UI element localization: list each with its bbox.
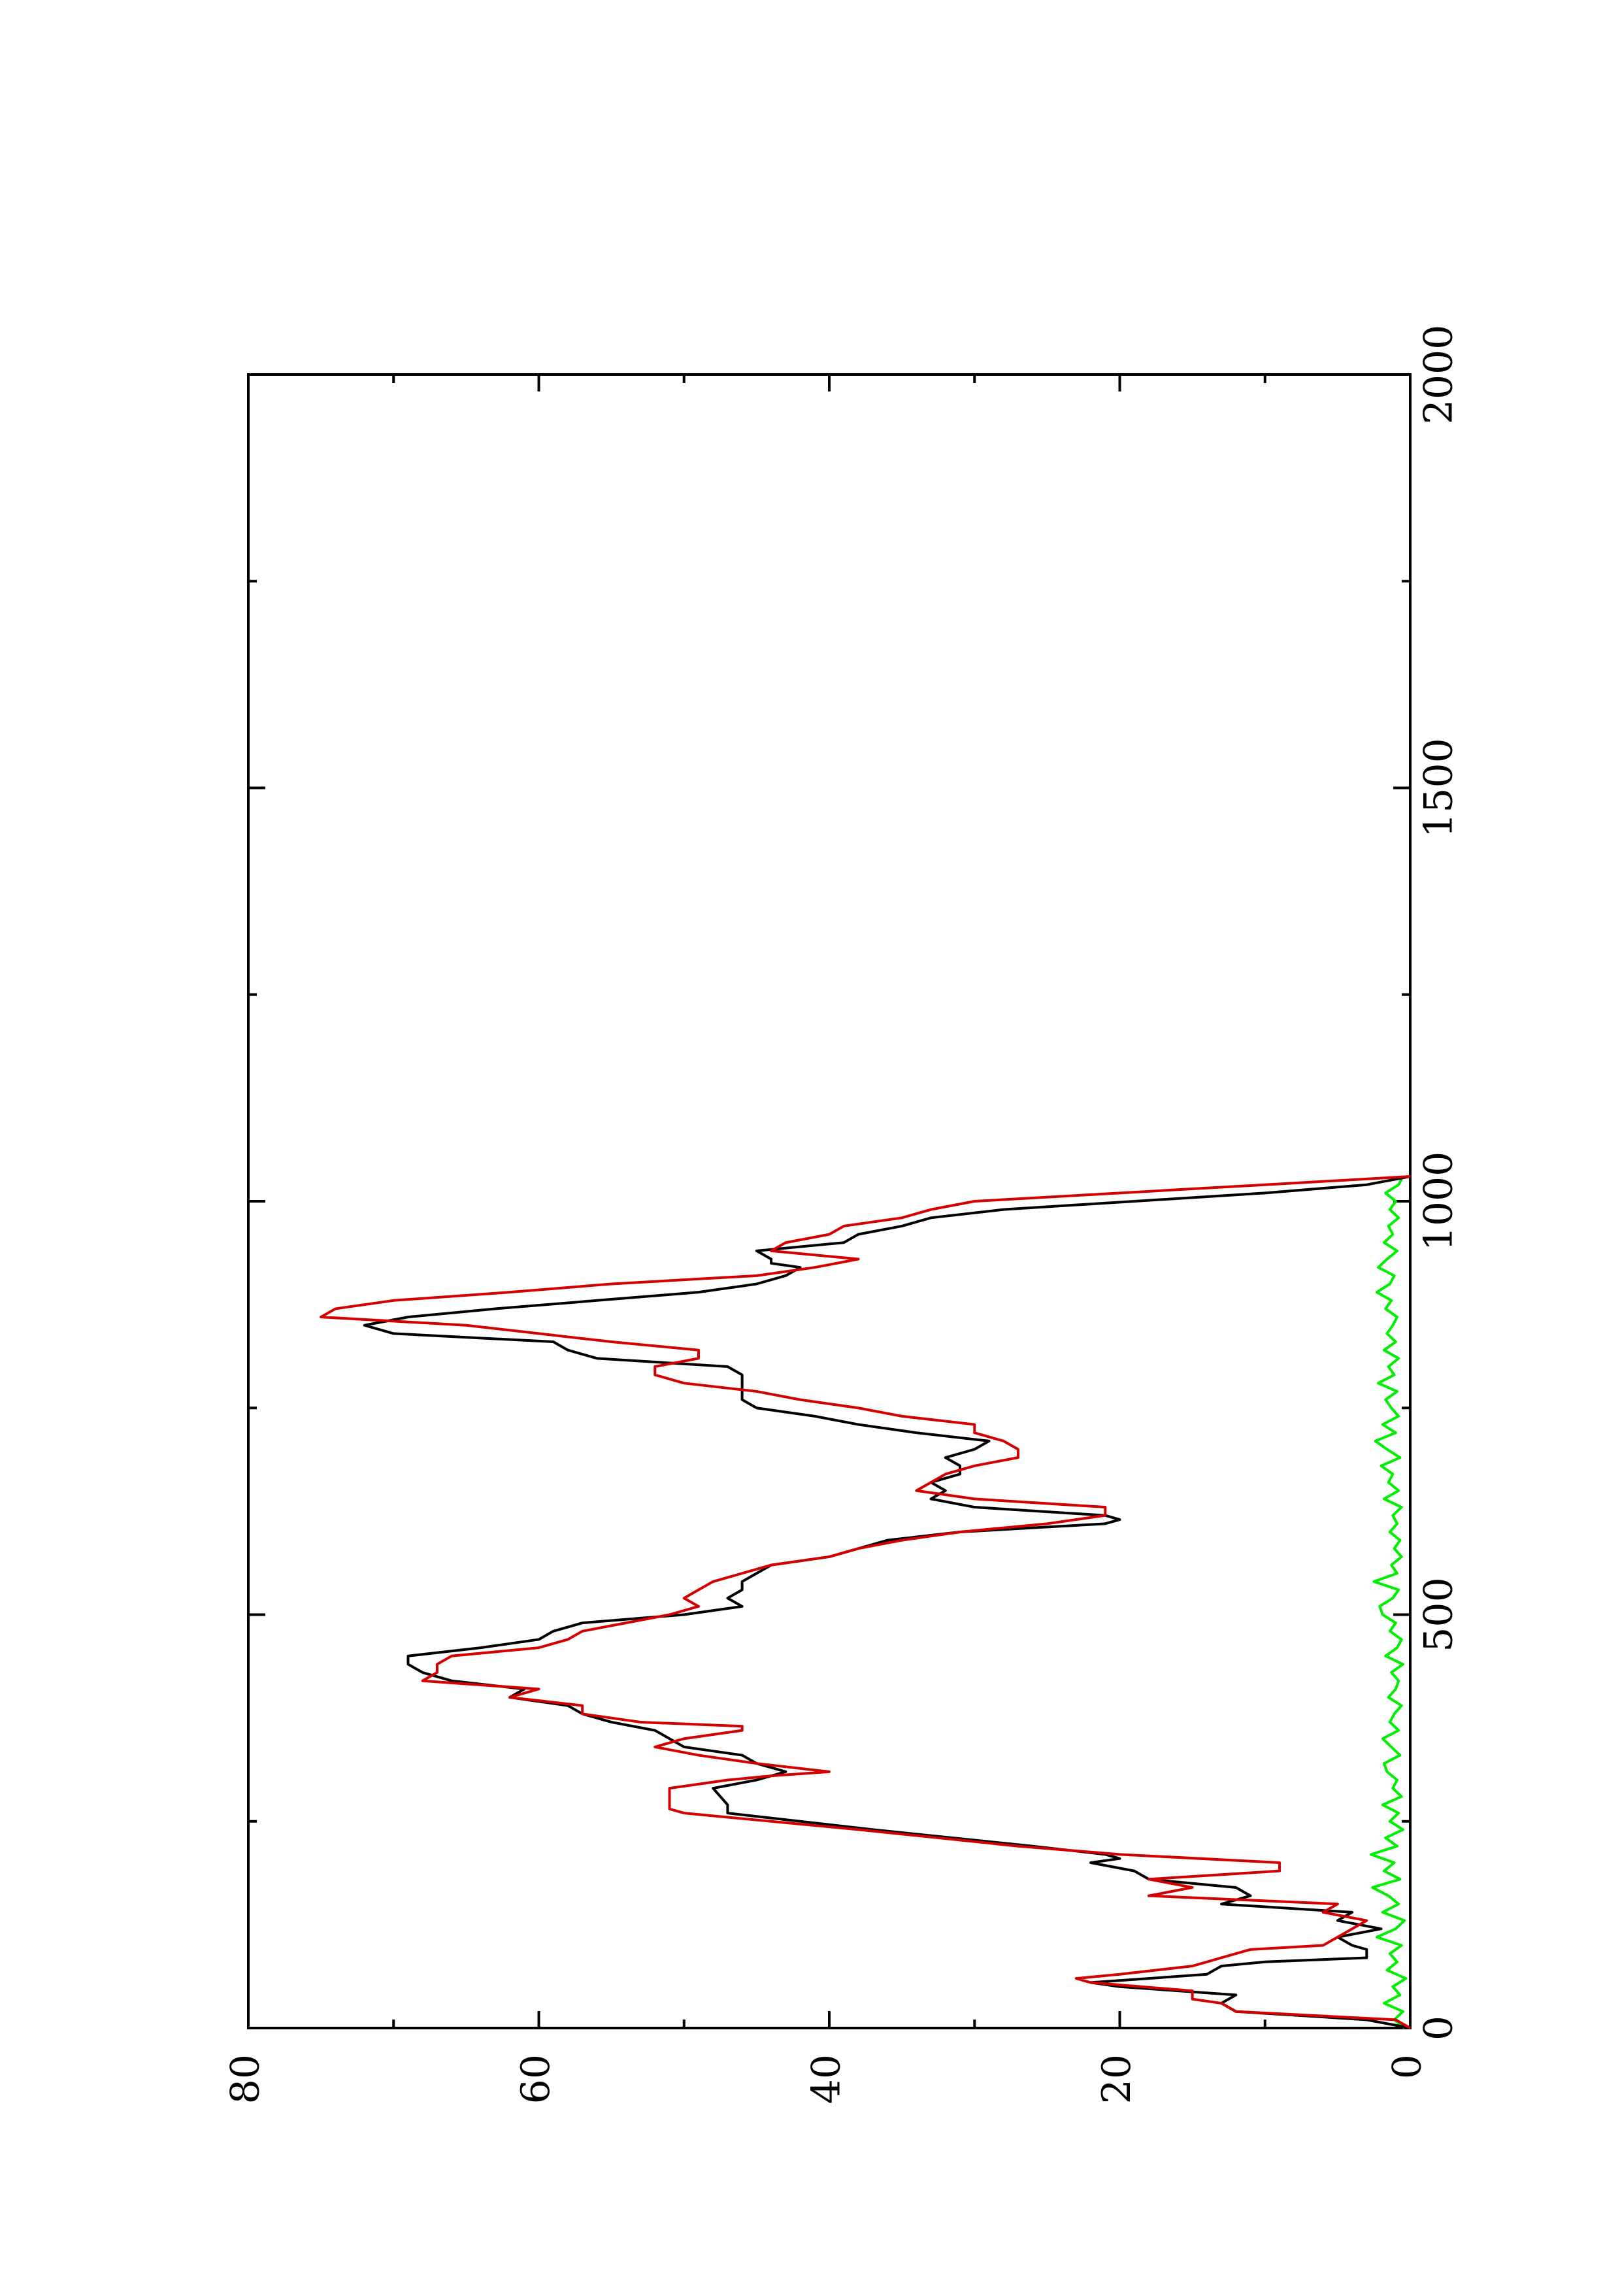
axis-ticks xyxy=(247,373,1412,2029)
x-tick-label: 2000 xyxy=(1416,325,1462,425)
x-tick-label: 1000 xyxy=(1416,1152,1462,1252)
x-tick-label: 1500 xyxy=(1416,738,1462,838)
axis-tick-labels: 0 500 1000 1500 2000 0 20 40 60 80 xyxy=(223,325,1462,2105)
plot-frame xyxy=(247,373,1412,2029)
series-line-3 xyxy=(1369,1176,1408,2029)
y-tick-label: 20 xyxy=(1094,2054,1140,2104)
y-tick-label: 80 xyxy=(223,2054,269,2104)
y-tick-label: 40 xyxy=(804,2054,850,2104)
series-line-1 xyxy=(363,1175,1411,2029)
series-line-2 xyxy=(320,1175,1411,2029)
y-tick-label: 0 xyxy=(1385,2054,1430,2079)
y-tick-label: 60 xyxy=(513,2054,559,2104)
x-tick-label: 500 xyxy=(1416,1577,1462,1652)
series-layer xyxy=(320,1175,1411,2029)
x-tick-label: 0 xyxy=(1416,2016,1462,2040)
